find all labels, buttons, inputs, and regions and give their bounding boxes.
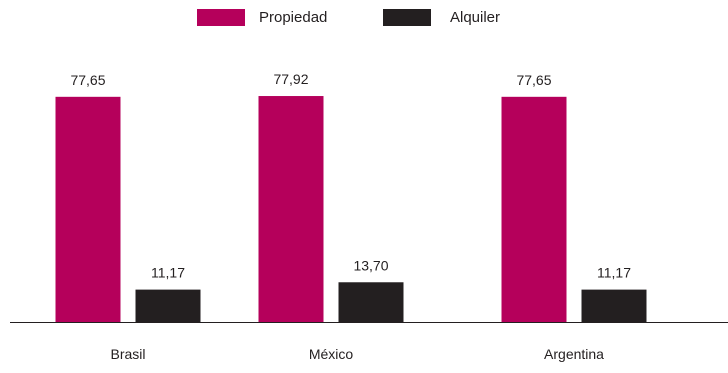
value-label-propiedad-argentina: 77,65: [516, 72, 551, 88]
value-label-alquiler-argentina: 11,17: [597, 265, 631, 281]
x-tick-labels-group: Brasil México Argentina: [110, 346, 604, 362]
value-label-alquiler-méxico: 13,70: [353, 257, 388, 273]
value-label-alquiler-brasil: 11,17: [151, 265, 185, 281]
x-tick-label-méxico: México: [309, 346, 354, 362]
legend-label-alquiler: Alquiler: [450, 9, 500, 26]
bar-alquiler-brasil: [135, 289, 201, 322]
bar-alquiler-méxico: [338, 282, 404, 322]
bars-group: [55, 96, 647, 322]
bar-propiedad-brasil: [55, 96, 121, 322]
value-label-propiedad-méxico: 77,92: [273, 71, 308, 87]
bar-propiedad-méxico: [258, 96, 324, 322]
x-tick-label-argentina: Argentina: [544, 346, 604, 362]
legend: Propiedad Alquiler: [197, 9, 500, 26]
legend-swatch-alquiler: [383, 9, 431, 26]
legend-label-propiedad: Propiedad: [259, 9, 327, 26]
bar-propiedad-argentina: [501, 96, 567, 322]
value-labels-group: 77,65 11,17 77,92 13,70 77,65 11,17: [70, 71, 631, 281]
value-label-propiedad-brasil: 77,65: [70, 72, 105, 88]
legend-swatch-propiedad: [197, 9, 245, 26]
x-tick-label-brasil: Brasil: [110, 346, 145, 362]
bar-alquiler-argentina: [581, 289, 647, 322]
